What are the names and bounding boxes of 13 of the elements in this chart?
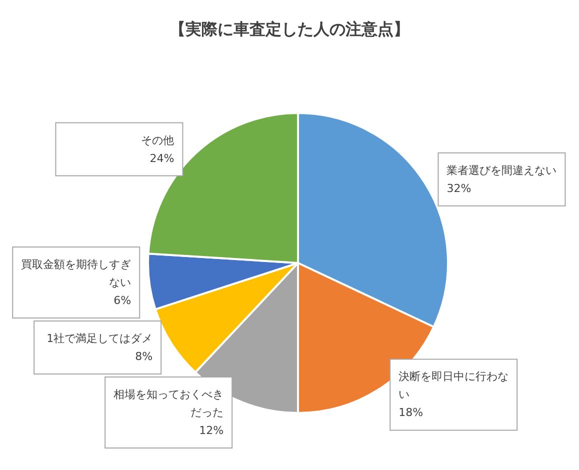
slice-label: 業者選びを間違えない bbox=[446, 164, 557, 177]
data-label: 6% bbox=[114, 294, 132, 308]
slice-label: 買取金額を期待しすぎない bbox=[21, 258, 132, 290]
data-label: 32% bbox=[446, 182, 472, 195]
data-label: 18% bbox=[398, 406, 424, 420]
data-label: 24% bbox=[150, 152, 174, 165]
slice-label: その他 bbox=[141, 134, 174, 147]
slice-label: 相場を知っておくべきだった bbox=[114, 388, 224, 420]
chart-title: 【実際に車査定した人の注意点】 bbox=[170, 20, 410, 38]
data-label: 8% bbox=[135, 350, 153, 364]
slice-label: 1社で満足してはダメ bbox=[46, 332, 153, 346]
slice-label: 決断を即日中に行わない bbox=[398, 370, 509, 402]
data-label: 12% bbox=[199, 424, 224, 438]
